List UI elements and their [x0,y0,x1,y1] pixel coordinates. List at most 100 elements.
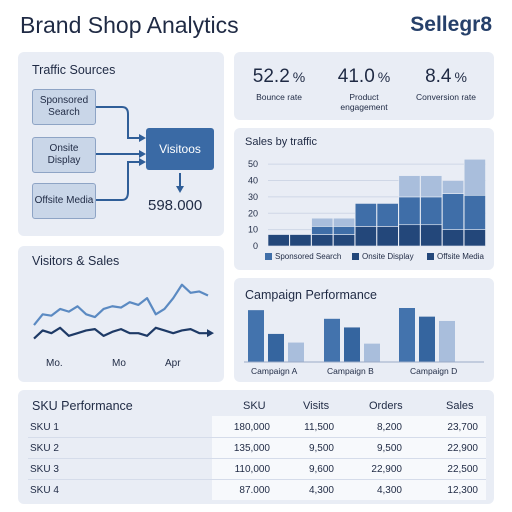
kpi-conversion-unit: % [454,69,467,85]
sku-performance-title: SKU Performance [32,399,133,413]
brand-logo: Sellegr8 [410,13,492,36]
bar-segment [463,229,486,247]
legend-swatch [265,253,272,260]
sales-by-traffic-chart: 0 10 20 30 40 50 [248,158,486,251]
bar-segment [289,234,312,247]
orders-cell: 9,500 [376,443,402,454]
visitors-sales-chart [33,283,214,340]
kpi-engagement-value: 41.0 [337,66,375,87]
sku-name: SKU 2 [30,443,59,454]
traffic-sources-title: Traffic Sources [32,63,116,77]
table-row[interactable]: SKU 4 87.000 4,300 4,300 12,300 [18,481,492,501]
sku-cell: 110,000 [234,464,270,475]
table-row[interactable]: SKU 1 180,000 11,500 8,200 23,700 [18,418,492,438]
column-header-visits[interactable]: Visits [303,400,330,412]
visitors-node[interactable]: Visitoos [146,128,214,170]
campaign-performance-card: Campaign Performance Campaign A Campaign… [234,278,494,382]
column-header-sku[interactable]: SKU [243,400,266,412]
visitors-sales-card: Visitors & Sales Mo. Mo Apr [18,246,224,382]
bar-segment [463,158,486,196]
sku-name: SKU 4 [30,485,59,496]
source-offsite-media[interactable]: Offsite Media [32,183,96,219]
sales-by-traffic-card: Sales by traffic 0 10 20 30 40 50 Sponsored S… [234,128,494,270]
bar-segment [442,193,464,230]
sku-cell: 180,000 [233,422,270,433]
column-header-orders[interactable]: Orders [369,400,403,412]
bar-segment [267,234,290,247]
bar-segment [398,224,421,247]
bar-segment [463,194,486,230]
campaign-bar [364,343,380,362]
kpi-bounce-unit: % [292,69,306,85]
campaign-label-d: Campaign D [410,366,458,376]
legend-offsite-media: Offsite Media [427,252,484,261]
visitors-total: 598.000 [148,197,203,214]
bar-segment [420,224,443,247]
kpi-bounce-rate: 52.2% Bounce rate [239,66,319,102]
campaign-bar [439,320,455,362]
campaign-bar [324,318,340,362]
campaign-bar [288,342,304,362]
x-label-2: Mo [112,358,126,369]
arrow-head-icon [207,329,214,338]
sales-line [33,326,208,340]
bar-segment [420,196,443,226]
sku-performance-card: SKU Performance SKU Visits Orders Sales … [18,390,494,504]
orders-cell: 4,300 [376,485,402,496]
bar-segment [420,175,443,198]
sales-cell: 12,300 [447,485,478,496]
sales-by-traffic-title: Sales by traffic [245,136,317,148]
campaign-performance-chart [244,308,484,363]
visits-cell: 9,500 [308,443,334,454]
x-label-1: Mo. [46,358,63,369]
visits-cell: 11,500 [304,422,334,433]
kpi-bounce-label: Bounce rate [256,92,302,102]
flow-arrows [96,106,184,201]
bar-segment [333,217,356,227]
y-tick-label: 0 [253,241,258,251]
sku-name: SKU 1 [30,422,59,433]
legend-label: Offsite Media [437,252,484,261]
column-header-sales[interactable]: Sales [446,400,474,412]
campaign-bar [344,327,360,362]
legend-label: Sponsored Search [275,252,342,261]
y-tick-label: 10 [248,225,258,235]
bar-segment [442,229,464,247]
row-divider [28,458,486,459]
bar-segment [354,226,377,247]
kpi-conversion-label: Conversion rate [415,92,476,102]
bar-segment [442,180,464,194]
campaign-bar [268,333,284,362]
campaign-bar [419,316,435,362]
row-divider [28,437,486,438]
kpi-conversion-value: 8.4 [425,66,452,87]
source-sponsored-search[interactable]: Sponsored Search [32,89,96,125]
legend-swatch [427,253,434,260]
source-onsite-display[interactable]: Onsite Display [32,137,96,173]
y-tick-label: 20 [248,208,258,218]
sales-cell: 22,900 [447,443,478,454]
bar-segment [333,226,356,235]
table-row[interactable]: SKU 2 135,000 9,500 9,500 22,900 [18,439,492,459]
kpi-engagement-unit: % [377,69,391,85]
bar-segment [398,175,421,198]
orders-cell: 8,200 [376,422,402,433]
dashboard-title: Brand Shop Analytics [20,12,239,38]
visitors-line [33,283,209,326]
campaign-bar [399,308,415,362]
campaign-label-a: Campaign A [251,366,298,376]
kpi-bounce-value: 52.2 [252,66,290,87]
legend-onsite-display: Onsite Display [352,252,414,261]
visits-cell: 9,600 [308,464,334,475]
sales-cell: 23,700 [447,422,478,433]
bar-segment [311,234,334,247]
sku-name: SKU 3 [30,464,59,475]
table-row[interactable]: SKU 3 110,000 9,600 22,900 22,500 [18,460,492,480]
bar-segment [333,234,356,247]
campaign-label-b: Campaign B [327,366,374,376]
bar-segment [376,226,399,247]
row-divider [28,479,486,480]
sku-cell: 135,000 [233,443,270,454]
x-label-3: Apr [165,358,181,369]
traffic-sources-card: Traffic Sources Sponsored Search Onsite … [18,52,224,236]
